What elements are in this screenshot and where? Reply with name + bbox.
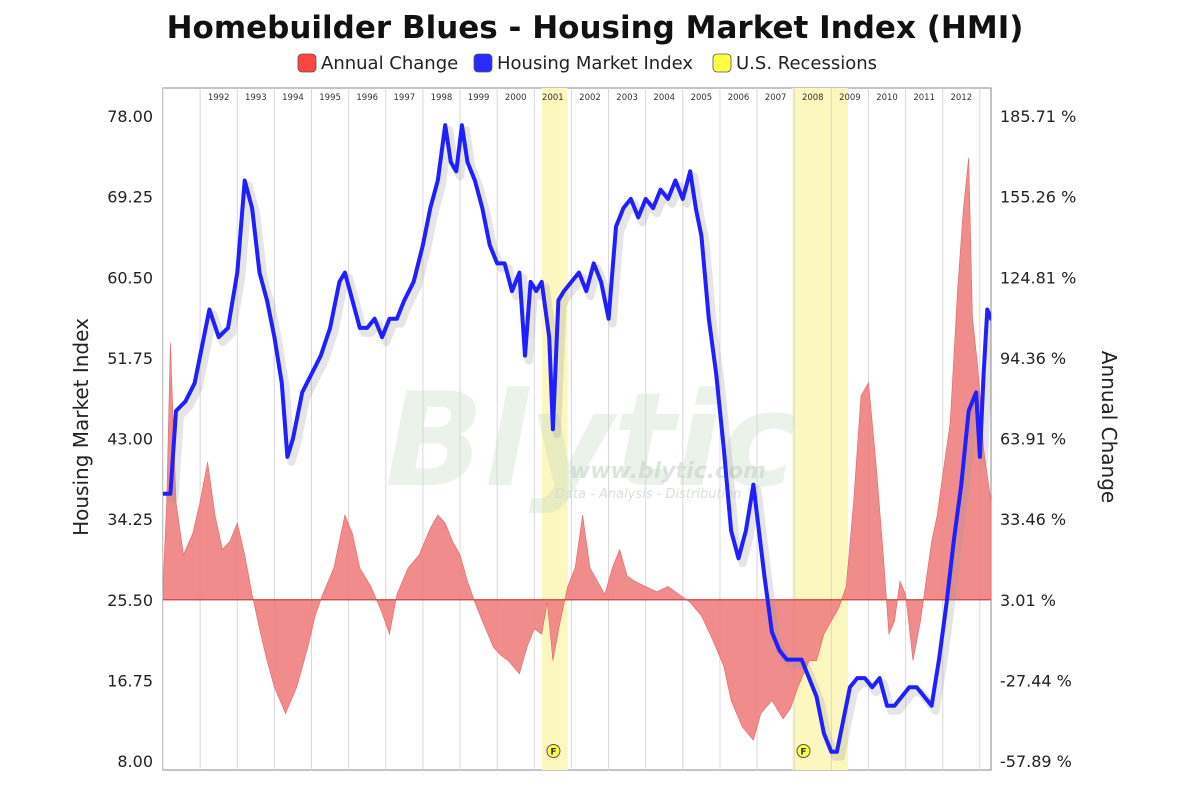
legend-label-2: U.S. Recessions: [736, 53, 877, 74]
legend-label-0: Annual Change: [321, 53, 458, 74]
year-label-1996: 1996: [356, 93, 378, 103]
year-label-1992: 1992: [208, 93, 230, 103]
recession-marker-label-0: F: [550, 748, 556, 758]
watermark-url: www.blytic.com: [570, 459, 766, 484]
recession-marker-label-1: F: [800, 748, 806, 758]
year-label-1993: 1993: [245, 93, 267, 103]
right-tick-1: 155.26 %: [1000, 188, 1076, 207]
left-tick-8: 8.00: [117, 752, 153, 771]
left-axis-title: Housing Market Index: [69, 318, 93, 536]
year-label-2008: 2008: [802, 93, 824, 103]
recession-bands: [541, 88, 849, 770]
annual-change-area: [163, 157, 991, 741]
right-tick-6: 3.01 %: [1000, 591, 1056, 610]
year-label-2001: 2001: [542, 93, 564, 103]
left-tick-3: 51.75: [107, 349, 153, 368]
left-tick-0: 78.00: [107, 107, 153, 126]
year-label-1998: 1998: [431, 93, 453, 103]
year-label-1994: 1994: [282, 93, 304, 103]
left-axis-ticks: 78.00 69.25 60.50 51.75 43.00 34.25 25.50 16.75…: [107, 107, 153, 771]
legend-swatch-2: [712, 53, 732, 73]
year-labels: 1992 1993 1994 1995 1996 1997 1998 1999 2000 2001…: [208, 93, 972, 103]
right-axis-ticks: 185.71 % 155.26 % 124.81 % 94.36 % 63.91 % 33…: [1000, 107, 1076, 771]
chart-title: Homebuilder Blues - Housing Market Index…: [167, 10, 1024, 46]
year-label-2004: 2004: [653, 93, 675, 103]
right-axis-title: Annual Change: [1097, 351, 1121, 503]
right-tick-4: 63.91 %: [1000, 430, 1066, 449]
watermark: Blytic www.blytic.com Data - Analysis - …: [385, 364, 797, 516]
legend-label-1: Housing Market Index: [497, 53, 693, 74]
year-label-1999: 1999: [468, 93, 490, 103]
right-tick-8: -57.89 %: [1000, 752, 1072, 771]
left-tick-7: 16.75: [107, 671, 153, 690]
year-label-2000: 2000: [505, 93, 527, 103]
right-tick-3: 94.36 %: [1000, 349, 1066, 368]
right-tick-5: 33.46 %: [1000, 510, 1066, 529]
watermark-tagline: Data - Analysis - Distribution: [555, 487, 741, 502]
hmi-line: [163, 123, 991, 754]
year-label-2009: 2009: [839, 93, 861, 103]
legend-swatch-1: [473, 53, 493, 73]
annual-change-layer: [163, 157, 991, 741]
year-label-1997: 1997: [394, 93, 416, 103]
right-tick-0: 185.71 %: [1000, 107, 1076, 126]
year-label-2005: 2005: [691, 93, 713, 103]
legend: Annual Change Housing Market Index U.S. Re…: [297, 53, 877, 74]
year-label-2003: 2003: [616, 93, 638, 103]
left-tick-2: 60.50: [107, 268, 153, 287]
left-tick-1: 69.25: [107, 188, 153, 207]
left-tick-4: 43.00: [107, 430, 153, 449]
year-label-2010: 2010: [876, 93, 898, 103]
year-label-2007: 2007: [765, 93, 787, 103]
recession-marker-0: F: [546, 744, 561, 758]
left-tick-6: 25.50: [107, 591, 153, 610]
legend-swatch-0: [297, 53, 317, 73]
left-tick-5: 34.25: [107, 510, 153, 529]
right-tick-2: 124.81 %: [1000, 268, 1076, 287]
year-label-2006: 2006: [728, 93, 750, 103]
recession-marker-1: F: [796, 744, 811, 758]
year-label-2012: 2012: [950, 93, 972, 103]
year-label-2011: 2011: [913, 93, 935, 103]
hmi-line-layer: [163, 123, 991, 761]
right-tick-7: -27.44 %: [1000, 671, 1072, 690]
year-label-2002: 2002: [579, 93, 601, 103]
year-label-1995: 1995: [319, 93, 341, 103]
